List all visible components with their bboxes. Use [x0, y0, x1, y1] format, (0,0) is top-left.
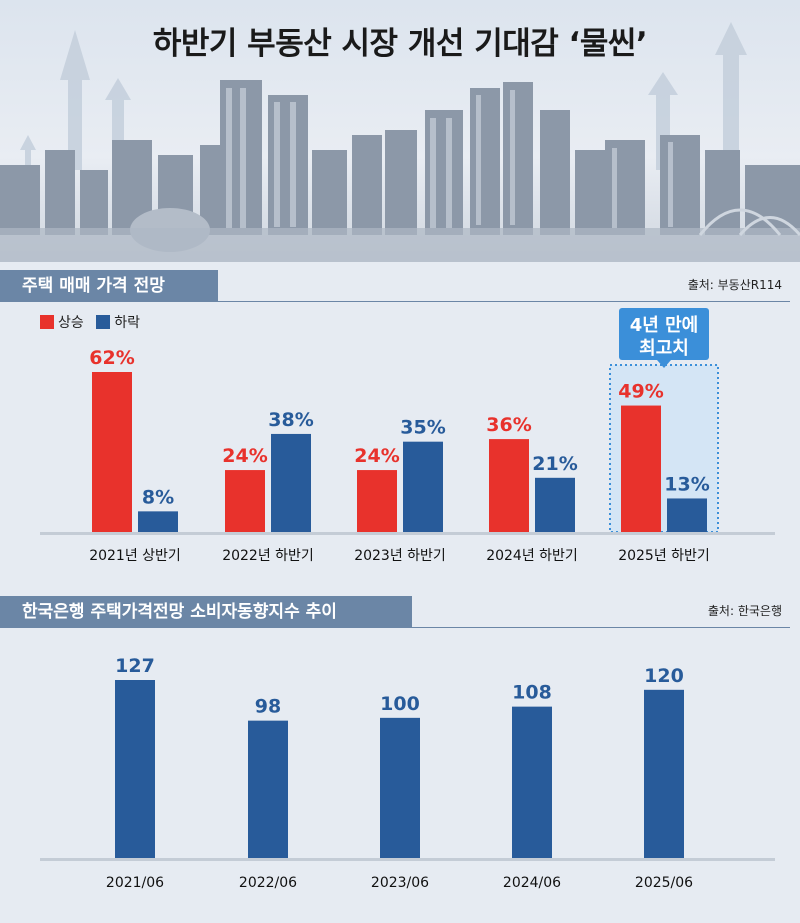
- data-label-up-3: 36%: [486, 414, 531, 436]
- callout-line-2: 최고치: [639, 338, 689, 359]
- section1-source: 출처: 부동산R114: [687, 278, 782, 292]
- callout-pointer: [657, 360, 671, 368]
- section2-header: 한국은행 주택가격전망 소비자동향지수 추이: [0, 596, 800, 628]
- legend: 상승 하락: [40, 312, 148, 332]
- x-tick-label-4: 2025년 하반기: [618, 548, 710, 564]
- index-label-3: 108: [512, 682, 552, 704]
- section2-source: 출처: 한국은행: [707, 604, 782, 618]
- index-label-1: 98: [255, 696, 281, 718]
- bar-up-1: [225, 470, 265, 532]
- legend-item-up: 상승: [40, 315, 84, 331]
- index-bar-2: [380, 717, 420, 858]
- section1-header-rule: [218, 301, 790, 302]
- section2-header-rule: [412, 627, 790, 628]
- x-tick-label-3: 2024년 하반기: [486, 548, 578, 564]
- index-bar-4: [644, 689, 684, 858]
- x-axis-line-2: [40, 858, 775, 861]
- index-x-tick-3: 2024/06: [503, 875, 561, 891]
- bar-up-2: [357, 470, 397, 532]
- x-tick-label-0: 2021년 상반기: [89, 548, 181, 564]
- section1-title: 주택 매매 가격 전망: [0, 270, 218, 302]
- callout-line-1: 4년 만에: [630, 315, 698, 336]
- data-label-down-4: 13%: [664, 473, 709, 495]
- legend-swatch-down: [96, 315, 111, 329]
- x-axis-line: [40, 532, 775, 535]
- data-label-down-2: 35%: [400, 417, 445, 439]
- city-skyline-illustration: [0, 22, 800, 262]
- data-label-up-1: 24%: [222, 445, 267, 467]
- index-label-0: 127: [115, 655, 155, 677]
- index-x-tick-1: 2022/06: [239, 875, 297, 891]
- data-label-up-2: 24%: [354, 445, 399, 467]
- data-label-up-4: 49%: [618, 381, 663, 403]
- legend-swatch-up: [40, 315, 54, 329]
- index-x-tick-4: 2025/06: [635, 875, 693, 891]
- data-label-down-0: 8%: [142, 486, 174, 508]
- bar-down-2: [403, 441, 443, 532]
- index-x-tick-0: 2021/06: [106, 875, 164, 891]
- index-label-4: 120: [644, 665, 684, 687]
- legend-label-up: 상승: [58, 315, 84, 331]
- bar-up-4: [621, 405, 661, 532]
- data-label-up-0: 62%: [89, 347, 134, 369]
- index-bar-0: [115, 680, 155, 858]
- consumer-index-chart: 127 98 100 108 120 2021/06 2022/06 2023/06 2024/…: [40, 655, 775, 891]
- bar-down-3: [535, 477, 575, 532]
- bar-down-0: [138, 511, 178, 532]
- index-label-2: 100: [380, 693, 420, 715]
- bar-down-1: [271, 433, 311, 532]
- bar-up-3: [489, 439, 529, 532]
- index-bar-1: [248, 720, 288, 858]
- section1-header: 주택 매매 가격 전망: [0, 270, 800, 302]
- index-bar-3: [512, 706, 552, 858]
- hero-banner: 하반기 부동산 시장 개선 기대감 ‘물씬’: [0, 0, 800, 262]
- bar-down-4: [667, 498, 707, 532]
- main-title: 하반기 부동산 시장 개선 기대감 ‘물씬’: [152, 26, 648, 62]
- data-label-down-3: 21%: [532, 453, 577, 475]
- data-label-down-1: 38%: [268, 409, 313, 431]
- callout-box: [619, 308, 709, 360]
- section2-title: 한국은행 주택가격전망 소비자동향지수 추이: [0, 596, 412, 628]
- bar-up-0: [92, 372, 132, 532]
- legend-label-down: 하락: [114, 315, 140, 331]
- index-x-tick-2: 2023/06: [371, 875, 429, 891]
- legend-item-down: 하락: [96, 315, 140, 331]
- x-tick-label-2: 2023년 하반기: [354, 548, 446, 564]
- x-tick-label-1: 2022년 하반기: [222, 548, 314, 564]
